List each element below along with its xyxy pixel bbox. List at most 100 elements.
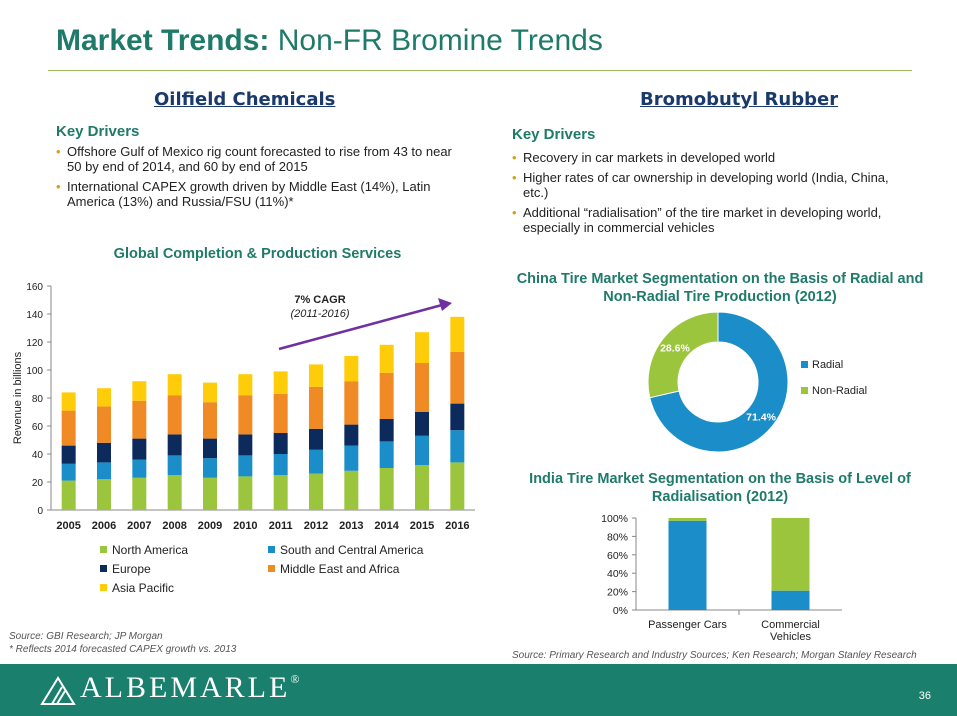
legend-label: South and Central America <box>280 543 424 557</box>
bar-segment <box>203 458 217 478</box>
bar-segment <box>97 406 111 443</box>
x-tick-label: 2013 <box>339 520 363 532</box>
bullet-dot-icon: • <box>512 170 517 185</box>
left-heading: Oilfield Chemicals <box>154 89 336 110</box>
y-tick-label: 60% <box>607 550 628 562</box>
bar-segment <box>415 412 429 436</box>
y-tick-label: 140 <box>26 310 43 321</box>
bar-segment <box>61 480 76 510</box>
y-tick-label: 0% <box>613 605 628 617</box>
x-tick-label: 2011 <box>269 520 293 532</box>
x-tick-label: Commercial <box>761 619 820 631</box>
x-tick-label: 2015 <box>410 520 434 532</box>
y-tick-label: 20% <box>607 587 628 599</box>
x-tick-label: 2005 <box>56 520 80 532</box>
bar-segment <box>415 363 429 412</box>
left-bullet-text: Offshore Gulf of Mexico rig count foreca… <box>67 144 452 174</box>
bar-segment <box>167 395 182 435</box>
bar-segment <box>344 470 359 510</box>
bar-segment <box>273 371 288 394</box>
y-tick-label: 100% <box>601 513 628 525</box>
legend-label: Middle East and Africa <box>280 562 400 576</box>
bar-segment <box>61 463 76 481</box>
bar-segment <box>132 477 147 510</box>
logo-text: ALBEMARLE <box>80 671 291 704</box>
right-bullet: • Additional “radialisation” of the tire … <box>512 205 912 235</box>
albemarle-logo: ALBEMARLE® <box>80 671 302 705</box>
bar-segment <box>668 518 707 521</box>
bar-segment <box>238 395 253 435</box>
bar-segment <box>167 434 182 456</box>
donut-legend-swatch <box>801 361 808 368</box>
bar-segment <box>415 435 429 466</box>
bar-segment <box>379 419 394 442</box>
bar-segment <box>273 454 288 475</box>
bar-segment <box>203 402 217 439</box>
bar-segment <box>238 434 253 456</box>
right-bullet: • Recovery in car markets in developed wo… <box>512 150 912 165</box>
y-tick-label: 20 <box>32 478 44 489</box>
x-tick-label: Passenger Cars <box>648 619 727 631</box>
y-tick-label: 120 <box>26 338 43 349</box>
donut-legend-swatch <box>801 387 808 394</box>
donut-legend-label: Non-Radial <box>812 385 867 397</box>
x-tick-label: 2016 <box>445 520 469 532</box>
legend-swatch <box>268 546 275 553</box>
cagr-arrow-head-icon <box>438 298 452 311</box>
y-tick-label: 60 <box>32 422 44 433</box>
bar-segment <box>61 445 76 464</box>
bar-segment <box>167 374 182 396</box>
donut-slice <box>647 311 719 399</box>
right-bullet: • Higher rates of car ownership in develo… <box>512 170 912 200</box>
page-title-rest: Non-FR Bromine Trends <box>277 24 603 57</box>
bar-segment <box>379 468 394 510</box>
bar-segment <box>132 400 147 439</box>
bar-segment <box>379 344 394 373</box>
left-bullet-list: • Offshore Gulf of Mexico rig count forec… <box>56 144 466 214</box>
y-axis-label: Revenue in billions <box>12 351 24 444</box>
bar-segment <box>344 356 359 382</box>
logo-registered-mark: ® <box>290 672 303 686</box>
bar-segment <box>344 424 359 446</box>
bar-segment <box>97 479 111 510</box>
legend-swatch <box>100 584 107 591</box>
legend-swatch <box>268 565 275 572</box>
x-tick-label: 2009 <box>198 520 222 532</box>
donut-slice <box>649 311 789 453</box>
page-title-bold: Market Trends: <box>56 24 270 57</box>
albemarle-logo-mark-icon <box>40 676 76 705</box>
bar-segment <box>273 393 288 433</box>
bar-segment <box>309 386 323 429</box>
percent-bar-chart: 0% 20% 40% 60% 80% 100% Passenger Cars Commerci… <box>601 513 842 643</box>
title-divider <box>48 70 912 71</box>
legend-label: North America <box>112 543 189 557</box>
bar-segment <box>238 374 253 396</box>
bar-segment <box>309 364 323 387</box>
bullet-dot-icon: • <box>56 144 61 159</box>
bar-segment <box>450 462 465 510</box>
x-tick-label: 2006 <box>92 520 116 532</box>
bar-segment <box>132 459 147 478</box>
bar-segment <box>450 403 465 431</box>
percent-bar-chart-title: India Tire Market Segmentation on the Ba… <box>529 471 911 505</box>
right-key-drivers-label: Key Drivers <box>512 126 596 143</box>
right-source: Source: Primary Research and Industry So… <box>512 650 917 661</box>
bar-segment <box>450 351 465 404</box>
bar-segment <box>238 476 253 510</box>
left-bullet: • Offshore Gulf of Mexico rig count forec… <box>56 144 466 174</box>
bar-segment <box>132 438 147 460</box>
x-tick-label: 2008 <box>162 520 186 532</box>
y-tick-label: 160 <box>26 282 43 293</box>
page-number: 36 <box>918 690 931 702</box>
bar-segment <box>167 475 182 510</box>
bar-segment <box>203 477 217 510</box>
bar-segment <box>379 441 394 468</box>
bar-segment <box>238 455 253 477</box>
y-tick-label: 100 <box>26 366 43 377</box>
legend-swatch <box>100 565 107 572</box>
footer-bar <box>0 664 957 716</box>
y-tick-label: 40% <box>607 568 628 580</box>
bar-segment <box>415 465 429 510</box>
bullet-dot-icon: • <box>56 179 61 194</box>
donut-chart-title: China Tire Market Segmentation on the Ba… <box>516 271 924 305</box>
